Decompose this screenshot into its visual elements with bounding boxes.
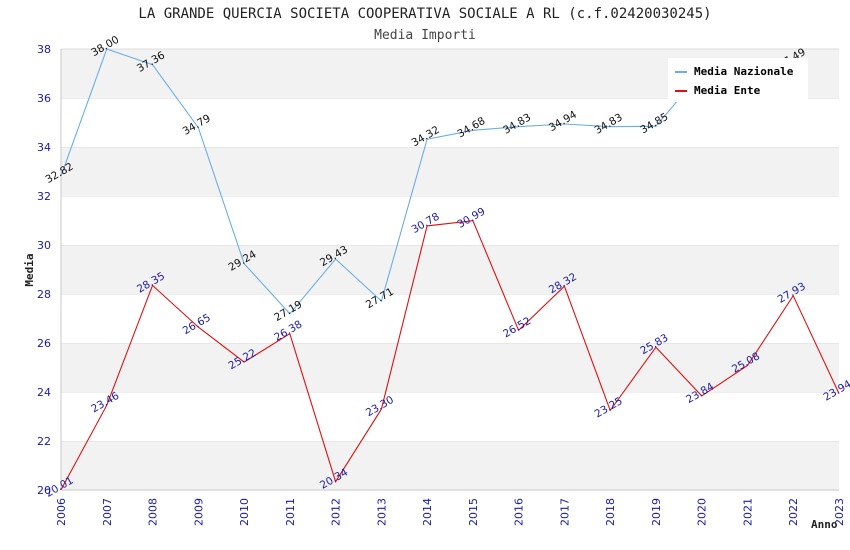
x-tick-label: 2008 [147,498,160,526]
x-tick-label: 2015 [467,498,480,526]
x-tick-label: 2021 [741,498,754,526]
y-tick-label: 32 [37,190,51,203]
x-tick-label: 2006 [55,498,68,526]
chart-subtitle: Media Importi [374,28,476,43]
series-line-media-ente [60,220,840,491]
y-axis-label: Media [23,253,36,286]
legend-box [668,58,808,102]
legend-label: Media Nazionale [694,65,794,78]
chart-title: LA GRANDE QUERCIA SOCIETA COOPERATIVA SO… [138,6,711,22]
x-tick-label: 2023 [833,498,846,526]
x-tick-labels: 2006 2007 2008 2009 2010 2011 2012 2013 2014 2015… [55,498,846,526]
y-tick-label: 22 [37,435,51,448]
series-lines [60,48,840,491]
grid-band [61,98,839,147]
x-tick-label: 2012 [330,498,343,526]
x-tick-label: 2010 [238,498,251,526]
x-tick-label: 2022 [787,498,800,526]
y-tick-label: 30 [37,239,51,252]
x-tick-label: 2011 [284,498,297,526]
x-tick-label: 2019 [650,498,663,526]
x-tick-label: 2007 [101,498,114,526]
legend: Media Nazionale Media Ente [668,58,808,102]
y-tick-label: 20 [37,484,51,497]
grid-bands [61,48,839,490]
y-tick-label: 38 [37,43,51,56]
x-axis-label: Anno [811,518,838,531]
grid-band [61,147,839,196]
grid-band [61,245,839,294]
series-line-media-nazionale [60,48,703,315]
x-tick-label: 2013 [375,498,388,526]
y-tick-label: 26 [37,337,51,350]
axes [60,49,839,491]
grid-band [61,441,839,490]
data-label: 20.01 [43,474,75,499]
x-tick-label: 2014 [421,498,434,526]
grid-band [61,294,839,343]
y-tick-label: 24 [37,386,51,399]
y-tick-label: 28 [37,288,51,301]
x-tick-label: 2016 [513,498,526,526]
y-tick-label: 36 [37,92,51,105]
grid-band [61,196,839,245]
grid-band [61,343,839,392]
y-tick-label: 34 [37,141,51,154]
legend-label: Media Ente [694,84,761,97]
x-tick-label: 2020 [696,498,709,526]
x-tick-label: 2017 [558,498,571,526]
x-tick-label: 2018 [604,498,617,526]
grid-band [61,392,839,441]
x-tick-label: 2009 [192,498,205,526]
y-tick-labels: 20 22 24 26 28 30 32 34 36 38 [37,43,51,497]
